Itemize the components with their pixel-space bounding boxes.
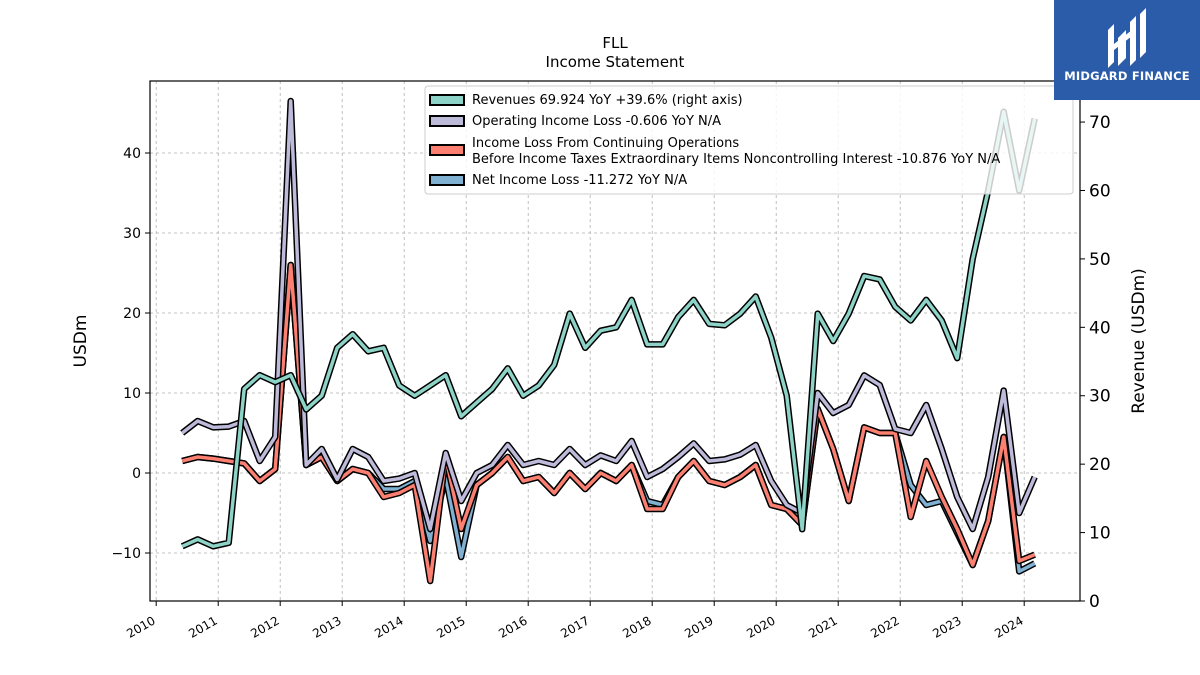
x-tick-label: 2012 bbox=[248, 613, 281, 640]
y2-tick-label: 30 bbox=[1089, 387, 1111, 407]
series-line bbox=[181, 263, 1036, 574]
series-line bbox=[181, 110, 1037, 549]
legend-label: Revenues 69.924 YoY +39.6% (right axis) bbox=[472, 93, 743, 108]
x-tick-label: 2017 bbox=[558, 613, 591, 640]
series-outline bbox=[181, 261, 1036, 585]
y-axis-label: USDm bbox=[71, 315, 91, 368]
x-tick-label: 2020 bbox=[744, 613, 777, 640]
x-tick-label: 2016 bbox=[496, 613, 529, 640]
legend-box bbox=[424, 85, 1074, 195]
legend-label: Before Income Taxes Extraordinary Items … bbox=[472, 152, 1000, 167]
midgard-logo-icon bbox=[1108, 8, 1146, 68]
series-line bbox=[181, 99, 1037, 531]
series-line bbox=[181, 263, 1036, 583]
legend-swatch bbox=[429, 174, 465, 186]
y2-tick-label: 60 bbox=[1089, 181, 1111, 201]
legend-label: Income Loss From Continuing Operations bbox=[472, 136, 739, 151]
legend: Revenues 69.924 YoY +39.6% (right axis) O… bbox=[424, 85, 1074, 195]
y-tick-label: 40 bbox=[123, 146, 141, 162]
x-tick-label: 2010 bbox=[124, 613, 157, 640]
brand-logo: MIDGARD FINANCE bbox=[1054, 0, 1200, 100]
x-tick-label: 2015 bbox=[434, 613, 467, 640]
brand-name: MIDGARD FINANCE bbox=[1064, 69, 1190, 83]
legend-swatch bbox=[429, 115, 465, 127]
y2-tick-label: 20 bbox=[1089, 455, 1111, 475]
y-tick-label: −10 bbox=[111, 546, 141, 562]
x-tick-label: 2024 bbox=[992, 613, 1025, 640]
legend-swatch bbox=[429, 144, 465, 156]
y2-tick-label: 40 bbox=[1089, 318, 1111, 338]
y2-axis-label: Revenue (USDm) bbox=[1129, 268, 1149, 414]
left-axis: −10 0 10 20 30 40 bbox=[111, 146, 150, 562]
x-tick-label: 2019 bbox=[682, 613, 715, 640]
x-tick-label: 2011 bbox=[186, 613, 219, 640]
legend-label: Net Income Loss -11.272 YoY N/A bbox=[472, 173, 687, 188]
right-axis: 0 10 20 30 40 50 60 70 bbox=[1080, 113, 1111, 612]
chart-title: FLL bbox=[602, 34, 628, 52]
x-tick-label: 2013 bbox=[310, 613, 343, 640]
x-tick-label: 2014 bbox=[372, 613, 405, 640]
x-tick-label: 2021 bbox=[806, 613, 839, 640]
series-outline bbox=[181, 261, 1037, 575]
y-tick-label: 0 bbox=[132, 466, 141, 482]
plot-frame bbox=[149, 80, 1081, 602]
x-tick-label: 2022 bbox=[868, 613, 901, 640]
series-lines bbox=[180, 97, 1038, 585]
x-tick-label: 2018 bbox=[620, 613, 653, 640]
y2-tick-label: 10 bbox=[1089, 524, 1111, 544]
y-tick-label: 30 bbox=[123, 226, 141, 242]
y2-tick-label: 70 bbox=[1089, 113, 1111, 133]
chart-subtitle: Income Statement bbox=[546, 53, 685, 71]
y2-tick-label: 50 bbox=[1089, 250, 1111, 270]
legend-label: Operating Income Loss -0.606 YoY N/A bbox=[472, 114, 721, 129]
x-tick-label: 2023 bbox=[930, 613, 963, 640]
legend-swatch bbox=[429, 94, 465, 106]
y-tick-label: 20 bbox=[123, 306, 141, 322]
x-axis: 2010 2011 2012 2013 2014 2015 2016 2017 2018 2019… bbox=[124, 601, 1026, 641]
y2-tick-label: 0 bbox=[1089, 592, 1100, 612]
y-tick-label: 10 bbox=[123, 386, 141, 402]
